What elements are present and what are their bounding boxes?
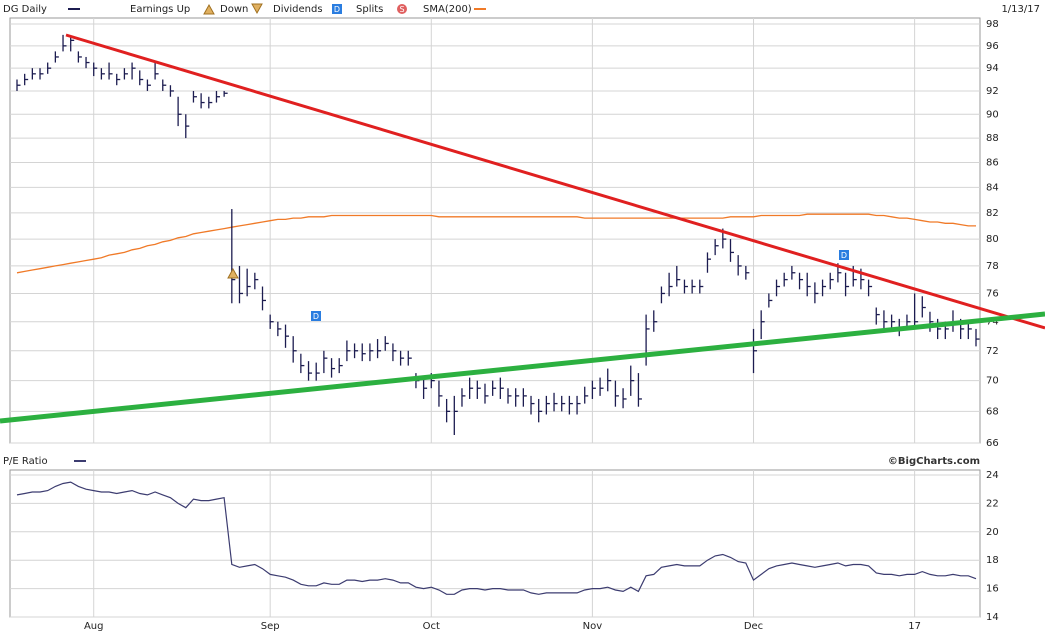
y-tick-label: 16 [986, 584, 999, 595]
earnings-up-icon [203, 3, 215, 15]
legend-earnings-up: Earnings Up [130, 4, 190, 15]
x-tick-label: Sep [261, 621, 280, 632]
dividend-icon [332, 4, 342, 14]
y-tick-label: 86 [986, 157, 999, 168]
y-tick-label: 20 [986, 527, 999, 538]
chart-date: 1/13/17 [1001, 4, 1040, 15]
earnings-down-icon [251, 3, 263, 15]
y-tick-label: 72 [986, 346, 999, 357]
y-tick-label: 24 [986, 470, 999, 481]
dividend-event-label: D [841, 251, 847, 260]
y-tick-label: 70 [986, 376, 999, 387]
dividend-icon-label: D [334, 5, 340, 14]
x-tick-label: 17 [908, 621, 921, 632]
x-tick-label: Dec [744, 621, 763, 632]
dividend-event [839, 250, 849, 260]
series-name: DG Daily [3, 4, 47, 15]
y-tick-label: 98 [986, 19, 999, 30]
y-tick-label: 76 [986, 288, 999, 299]
y-tick-label: 94 [986, 63, 999, 74]
dividend-event-label: D [313, 312, 319, 321]
sma-line [16, 213, 976, 274]
split-icon-label: S [399, 5, 404, 14]
y-tick-label: 84 [986, 182, 999, 193]
marks [16, 34, 980, 595]
y-tick-label: 14 [986, 612, 999, 623]
y-tick-label: 18 [986, 555, 999, 566]
earnings-event [227, 267, 239, 279]
credit: ©BigCharts.com [888, 456, 980, 467]
dividend-event [311, 311, 321, 321]
legend-splits: Splits [356, 4, 383, 15]
price-frame [9, 17, 981, 444]
y-tick-label: 88 [986, 133, 999, 144]
y-tick-label: 22 [986, 498, 999, 509]
pe-title: P/E Ratio [3, 456, 48, 467]
y-tick-label: 74 [986, 317, 999, 328]
y-tick-label: 78 [986, 261, 999, 272]
y-tick-label: 96 [986, 41, 999, 52]
split-icon [397, 4, 407, 14]
x-tick-label: Aug [84, 621, 104, 632]
grid: 66 68 70 72 74 76 78 80 82 84 86 88 90 92 94 96 98 14 16 18… [10, 18, 999, 632]
resistance-trendline [65, 33, 1045, 330]
y-tick-label: 80 [986, 234, 999, 245]
y-tick-label: 68 [986, 406, 999, 417]
legend-earnings-down: Down [220, 4, 248, 15]
support-trendline [0, 311, 1045, 424]
pe-line [16, 481, 977, 595]
x-tick-label: Nov [583, 621, 603, 632]
x-tick-label: Oct [423, 621, 440, 632]
legend-dividends: Dividends [273, 4, 323, 15]
y-tick-label: 90 [986, 109, 999, 120]
y-tick-label: 82 [986, 208, 999, 219]
y-tick-label: 92 [986, 86, 999, 97]
legend-sma: SMA(200) [423, 4, 472, 15]
y-tick-label: 66 [986, 438, 999, 449]
